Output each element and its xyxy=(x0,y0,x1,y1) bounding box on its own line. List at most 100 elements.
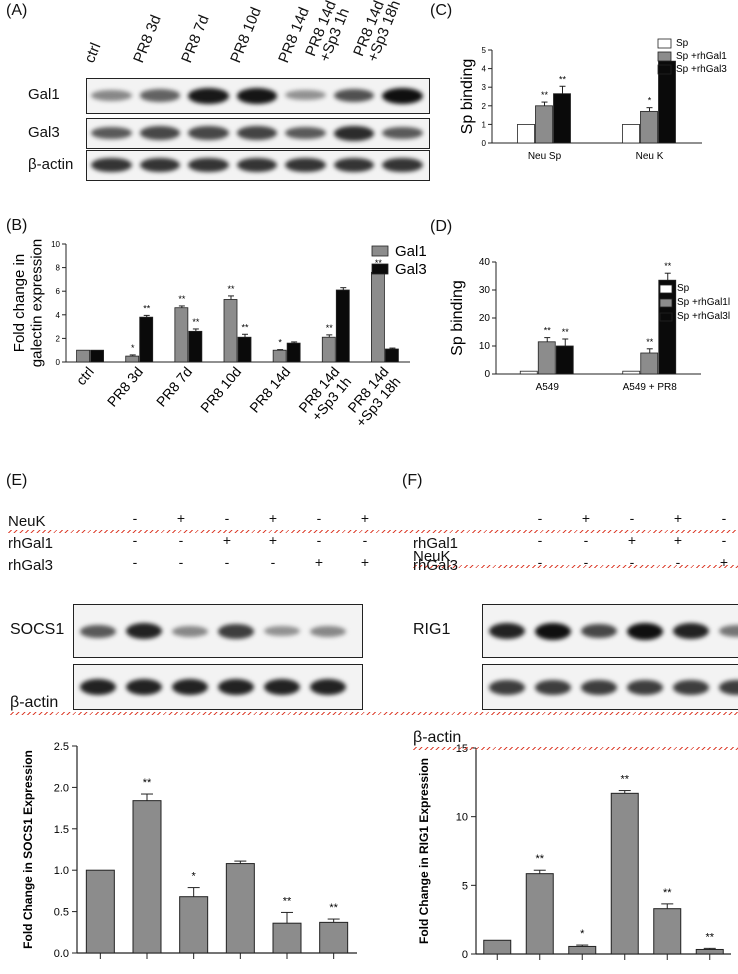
y-tick-label: 0 xyxy=(484,369,490,380)
chart-e-socs1-expression: 0.00.51.01.52.02.5*******Fold Change in … xyxy=(21,741,357,960)
row-label: β-actin xyxy=(413,729,738,750)
band xyxy=(333,89,374,103)
y-tick-label: 3 xyxy=(482,83,487,92)
blot-strip xyxy=(73,604,363,658)
legend-label: Sp xyxy=(677,283,690,294)
lane-label: PR8 7d xyxy=(178,12,213,66)
band xyxy=(333,125,374,141)
y-tick-label: 5 xyxy=(462,880,468,892)
significance-label: ** xyxy=(326,323,334,333)
bar xyxy=(553,93,571,144)
y-axis-label: Fold Change in SOCS1 Expression xyxy=(21,750,35,949)
bar xyxy=(622,370,641,375)
treatment-sign: + xyxy=(673,510,683,526)
lane-label: ctrl xyxy=(81,40,105,66)
band xyxy=(333,158,374,173)
band xyxy=(91,89,132,101)
bar xyxy=(335,289,350,363)
band xyxy=(264,679,300,696)
band xyxy=(581,624,617,639)
bar xyxy=(610,792,639,955)
y-tick-label: 6 xyxy=(56,287,61,296)
band xyxy=(236,158,277,173)
y-tick-label: 0 xyxy=(56,358,61,367)
bar xyxy=(286,342,301,363)
legend-swatch xyxy=(657,64,672,75)
significance-label: ** xyxy=(329,902,338,914)
treatment-sign: + xyxy=(581,510,591,526)
band xyxy=(310,625,346,637)
significance-label: * xyxy=(580,928,585,940)
significance-label: * xyxy=(131,343,135,353)
band xyxy=(91,158,132,173)
band xyxy=(172,679,208,696)
band xyxy=(719,680,738,695)
legend-swatch xyxy=(657,38,672,49)
band xyxy=(673,680,709,695)
blot-strip xyxy=(73,664,363,710)
treatment-label: rhGal3 xyxy=(8,557,54,574)
legend-swatch xyxy=(659,284,673,294)
legend-swatch xyxy=(371,263,389,275)
band xyxy=(236,126,277,141)
band xyxy=(236,88,277,104)
y-tick-label: 0 xyxy=(462,949,468,961)
y-tick-label: 8 xyxy=(56,264,61,273)
significance-label: ** xyxy=(535,853,544,865)
band xyxy=(382,158,423,173)
bar xyxy=(272,349,287,363)
treatment-sign: - xyxy=(132,510,138,526)
bar xyxy=(640,110,658,144)
band xyxy=(80,624,116,638)
significance-label: ** xyxy=(559,74,567,84)
bar xyxy=(76,349,90,363)
y-tick-label: 5 xyxy=(482,46,487,55)
treatment-sign: + xyxy=(314,554,324,570)
legend-label: Gal3 xyxy=(395,261,427,278)
lane-label: PR8 14d +Sp3 18h xyxy=(350,0,405,65)
y-axis-label: Fold change ingalectin expression xyxy=(11,239,45,367)
y-tick-label: 1 xyxy=(482,120,487,129)
row-label: RIG1 xyxy=(413,621,451,638)
band xyxy=(535,623,571,640)
treatment-sign: - xyxy=(629,510,635,526)
x-tick-label: PR8 14d xyxy=(246,364,293,416)
treatment-sign: - xyxy=(537,510,543,526)
significance-label: ** xyxy=(143,303,151,313)
x-tick-label: ctrl xyxy=(73,364,97,389)
significance-label: ** xyxy=(178,294,186,304)
blot-strip xyxy=(86,118,430,149)
panel-label-a: (A) xyxy=(6,2,28,19)
panel-label-d: (D) xyxy=(430,218,453,235)
bar xyxy=(321,336,336,363)
y-tick-label: 10 xyxy=(479,341,491,352)
significance-label: ** xyxy=(646,337,654,347)
treatment-sign: - xyxy=(362,532,368,548)
band xyxy=(218,679,254,696)
significance-label: ** xyxy=(664,261,672,271)
chart-d-sp-binding: 0 10 20 30 40 ** ** A549 ** ** A549 + PR8 Sp bindin… xyxy=(449,257,730,393)
treatment-label: rhGal1 xyxy=(8,535,54,552)
treatment-sign: - xyxy=(316,510,322,526)
y-tick-label: 4 xyxy=(56,311,61,320)
lane-label: PR8 3d xyxy=(129,12,165,66)
bar xyxy=(519,370,538,375)
treatment-sign: - xyxy=(224,510,230,526)
y-tick-label: 0.0 xyxy=(54,948,69,960)
bar xyxy=(125,355,140,363)
bar xyxy=(371,271,385,363)
y-tick-label: 2.0 xyxy=(54,782,69,794)
legend-swatch xyxy=(659,298,673,308)
x-tick-label: PR8 7d xyxy=(153,364,195,410)
bar xyxy=(225,863,255,954)
y-axis-label: Sp binding xyxy=(449,280,466,356)
panel-label-e: (E) xyxy=(6,472,28,489)
row-label-2: β-actin xyxy=(28,155,74,173)
panel-label-b: (B) xyxy=(6,217,28,234)
treatment-sign: - xyxy=(583,532,589,548)
legend-label: Sp +rhGal1l xyxy=(677,297,730,308)
legend-label: Sp +rhGal1 xyxy=(676,51,727,62)
band xyxy=(139,126,180,140)
bar xyxy=(272,922,302,954)
treatment-sign: - xyxy=(178,532,184,548)
